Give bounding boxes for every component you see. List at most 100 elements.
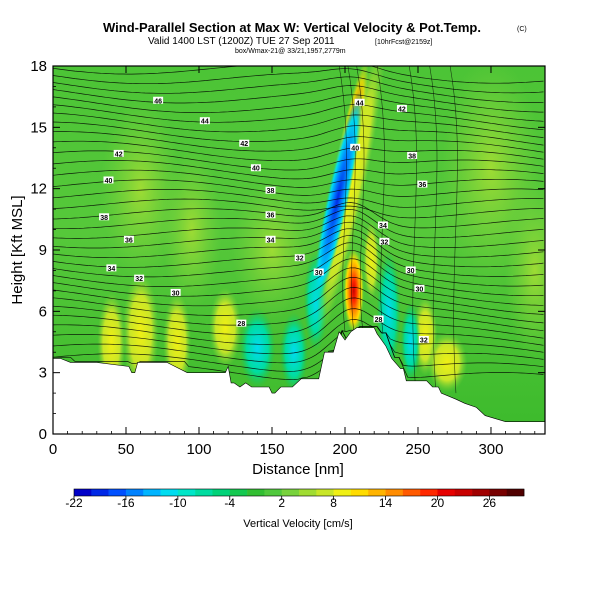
colorbar-swatch: [247, 489, 265, 496]
colorbar-swatch: [420, 489, 438, 496]
theta-contour-line: [53, 76, 544, 103]
shading-blob: [231, 180, 312, 320]
plot-area: 46 44 42 42 40 40 38 38 36 36 34 34 32 32 30 30 28 44 42 40…: [53, 66, 545, 434]
theta-contour-line: [53, 131, 544, 153]
chart-title: Wind-Parallel Section at Max W: Vertical…: [103, 20, 481, 35]
contour-label-bg: [170, 288, 181, 296]
theta-contour-line: [53, 326, 544, 364]
contour-label-bg: [265, 235, 276, 243]
updraft-core: [343, 248, 364, 333]
theta-contour-line: [53, 215, 544, 248]
contour-label-bg: [265, 211, 276, 219]
colorbar-tick-label: -10: [169, 496, 187, 510]
contour-label-bg: [418, 335, 429, 343]
contour-label-bg: [106, 264, 117, 272]
colorbar-label: Vertical Velocity [cm/s]: [243, 518, 352, 530]
theta-contour-line: [53, 221, 544, 258]
theta-contour-line: [53, 326, 544, 372]
theta-contour-line: [347, 66, 356, 332]
theta-contour-line: [53, 287, 544, 332]
contour-label-bg: [396, 104, 407, 112]
shading-blob: [209, 287, 242, 368]
colorbar-swatch: [489, 489, 507, 496]
shading-blob: [279, 312, 308, 393]
contour-label: 38: [408, 153, 416, 160]
y-tick-label: 0: [39, 426, 47, 443]
theta-contour-line: [338, 66, 347, 332]
contour-label-bg: [239, 139, 250, 147]
colorbar-swatch: [454, 489, 473, 496]
contour-label: 42: [398, 106, 406, 113]
y-tick-label: 9: [39, 242, 47, 259]
theta-contour-line: [53, 66, 544, 84]
theta-contour-line: [53, 85, 544, 113]
theta-contour-line: [53, 94, 544, 122]
colorbar-swatch: [350, 489, 369, 496]
contour-label-bg: [113, 149, 124, 157]
theta-contour-line: [53, 121, 544, 146]
colorbar-tick-label: 2: [278, 496, 285, 510]
shading-blob: [122, 271, 159, 392]
contour-label: 36: [267, 213, 275, 220]
colorbar-swatch: [108, 489, 127, 496]
contour-label: 40: [105, 178, 113, 185]
colorbar-swatch: [125, 489, 144, 496]
contour-label: 32: [381, 239, 389, 246]
contour-label: 30: [416, 286, 424, 293]
contour-label-bg: [294, 254, 305, 262]
contour-label-bg: [236, 319, 247, 327]
box-info-line: box/Wmax-21@ 33/21,1957,2779m: [235, 48, 346, 55]
theta-contour-line: [53, 104, 544, 131]
theta-contour-line: [53, 267, 544, 315]
contour-label-bg: [123, 235, 134, 243]
y-axis-label: Height [Kft MSL]: [9, 195, 26, 304]
colorbar-swatch: [368, 489, 386, 496]
shading-blob: [239, 308, 276, 389]
contour-label-bg: [414, 284, 425, 292]
y-tick-label: 12: [30, 181, 47, 198]
colorbar-swatch: [74, 489, 92, 496]
colorbar-swatch: [316, 489, 334, 496]
theta-contours: [53, 66, 544, 394]
copyright-mark: (C): [517, 26, 527, 33]
colorbar-swatch: [143, 489, 161, 496]
contour-labels: 46 44 42 42 40 40 38 38 36 36 34 34 32 32 30 30 28 44 42 40…: [99, 96, 429, 344]
contour-label-bg: [99, 213, 110, 221]
contour-label-bg: [350, 143, 361, 151]
colorbar-swatch: [195, 489, 213, 496]
contour-label: 40: [252, 166, 260, 173]
theta-contour-line: [53, 308, 544, 346]
shading-blob: [504, 180, 545, 361]
theta-contour-line: [53, 179, 544, 197]
colorbar-swatch: [385, 489, 404, 496]
shading-blob: [100, 98, 181, 279]
contour-label: 42: [115, 151, 123, 158]
contour-label: 30: [172, 290, 180, 297]
contour-label: 30: [315, 270, 323, 277]
contour-label: 36: [125, 237, 133, 244]
colorbar: -22 -16 -10 -4 2 8 14 20 26: [65, 488, 525, 510]
contour-label: 42: [240, 141, 248, 148]
theta-contour-line: [53, 189, 544, 208]
colorbar-tick-label: 20: [431, 496, 445, 510]
contour-label: 34: [379, 223, 387, 230]
x-tick-label: 300: [478, 441, 503, 458]
theta-contour-line: [53, 326, 544, 380]
colorbar-swatch: [177, 489, 196, 496]
contour-label-bg: [373, 315, 384, 323]
contour-label-bg: [199, 117, 210, 125]
theta-contour-line: [53, 277, 544, 324]
colorbar-swatch: [402, 489, 421, 496]
colorbar-tick-label: 26: [483, 496, 497, 510]
terrain-mask: [53, 327, 545, 434]
contour-label-bg: [354, 98, 365, 106]
colorbar-swatch: [212, 489, 231, 496]
theta-contour-line: [53, 112, 544, 138]
colorbar-swatch: [506, 489, 525, 496]
y-tick-label: 6: [39, 303, 47, 320]
contour-label-bg: [265, 186, 276, 194]
theta-contour-line: [53, 228, 544, 268]
x-tick-label: 50: [118, 441, 135, 458]
contour-label: 36: [418, 182, 426, 189]
contour-label-bg: [313, 268, 324, 276]
